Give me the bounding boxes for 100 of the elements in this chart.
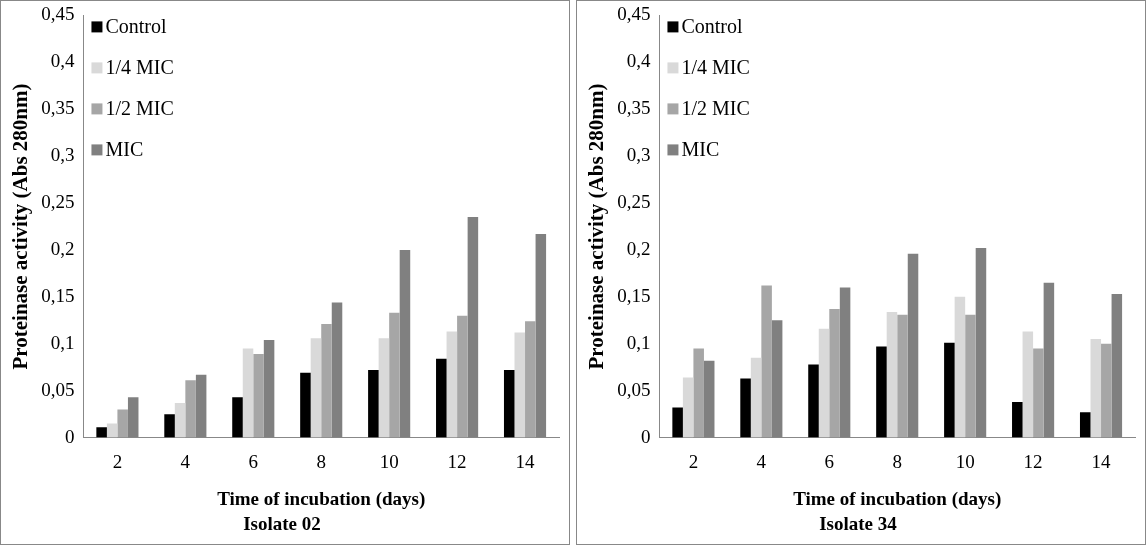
y-tick-label: 0,15 <box>41 284 75 306</box>
legend-label: Control <box>105 14 168 37</box>
y-tick-label: 0,25 <box>41 191 75 213</box>
x-tick-label: 10 <box>379 450 399 472</box>
bar <box>164 414 175 438</box>
bar <box>965 314 976 438</box>
bar <box>242 348 254 438</box>
bar <box>467 217 479 438</box>
x-tick-label: 6 <box>824 450 835 472</box>
bar <box>771 320 783 438</box>
y-tick-label: 0,4 <box>50 50 75 72</box>
bar <box>750 357 762 438</box>
bar <box>808 364 819 438</box>
bar <box>954 296 966 438</box>
bar <box>185 380 196 438</box>
x-tick-label: 10 <box>955 450 975 472</box>
bar <box>829 309 840 438</box>
x-tick-label: 6 <box>248 450 259 472</box>
bar <box>897 314 908 438</box>
y-tick-label: 0,4 <box>626 50 651 72</box>
bar <box>174 402 186 438</box>
y-tick-label: 0,3 <box>50 144 75 166</box>
y-tick-label: 0,35 <box>41 97 75 119</box>
y-tick-label: 0 <box>64 425 75 447</box>
bar <box>503 370 515 438</box>
bar <box>525 321 536 438</box>
bar <box>672 407 683 438</box>
bar <box>1079 412 1091 438</box>
y-axis-title: Proteinase activity (Abs 280nm) <box>8 83 33 370</box>
x-axis-title: Time of incubation (days) <box>793 487 1002 510</box>
y-tick-label: 0,2 <box>626 237 651 259</box>
bar <box>96 427 107 438</box>
bar <box>446 331 458 438</box>
bar <box>740 378 751 438</box>
bar <box>944 342 955 438</box>
x-tick-label: 4 <box>756 450 767 472</box>
bar <box>263 340 275 438</box>
bar <box>761 285 772 438</box>
y-tick-label: 0,1 <box>626 331 651 353</box>
bar <box>232 397 243 438</box>
bar <box>876 346 887 438</box>
bar <box>1090 339 1102 438</box>
y-axis-title: Proteinase activity (Abs 280nm) <box>584 83 609 370</box>
legend-label: 1/2 MIC <box>681 96 750 119</box>
bar <box>436 358 447 438</box>
bar <box>1012 401 1023 438</box>
x-tick-label: 8 <box>316 450 326 472</box>
text: Isolate 02 <box>243 512 321 534</box>
bar <box>1111 294 1123 438</box>
y-tick-label: 0,45 <box>41 3 75 25</box>
y-tick-label: 0,35 <box>617 97 651 119</box>
x-tick-label: 2 <box>688 450 699 472</box>
bar <box>321 324 332 438</box>
y-tick-label: 0,05 <box>41 378 75 400</box>
legend-label: MIC <box>681 137 720 160</box>
bar <box>127 397 139 438</box>
bar <box>195 374 207 438</box>
y-tick-label: 0 <box>640 425 651 447</box>
bar <box>818 328 830 438</box>
bar <box>886 311 898 438</box>
legend-label: 1/4 MIC <box>681 55 750 78</box>
y-tick-label: 0,2 <box>50 237 75 259</box>
bar <box>389 312 400 438</box>
bar <box>1022 331 1034 438</box>
y-tick-label: 0,05 <box>617 378 651 400</box>
bar <box>457 315 468 438</box>
y-tick-label: 0,15 <box>617 284 651 306</box>
bar <box>693 348 704 438</box>
y-tick-label: 0,3 <box>626 144 651 166</box>
bar <box>331 302 343 438</box>
bar <box>1101 343 1112 438</box>
y-tick-label: 0,1 <box>50 331 75 353</box>
x-tick-label: 14 <box>1091 450 1112 472</box>
bar <box>514 332 526 438</box>
legend-label: 1/4 MIC <box>105 55 174 78</box>
x-axis-title: Time of incubation (days) <box>217 487 426 510</box>
bar <box>907 253 919 438</box>
text: Isolate 34 <box>819 512 898 534</box>
bar <box>310 338 322 438</box>
bar <box>1043 282 1055 438</box>
x-tick-label: 8 <box>892 450 902 472</box>
x-tick-label: 12 <box>447 450 467 472</box>
x-tick-label: 14 <box>515 450 536 472</box>
bar <box>839 287 851 438</box>
y-tick-label: 0,25 <box>617 191 651 213</box>
y-tick-label: 0,45 <box>617 3 651 25</box>
legend-label: 1/2 MIC <box>105 96 174 119</box>
bar <box>368 370 379 438</box>
bar <box>117 409 128 438</box>
x-tick-label: 4 <box>180 450 191 472</box>
bar <box>378 338 390 438</box>
bar <box>535 234 547 438</box>
bar <box>300 372 311 438</box>
bar <box>1033 348 1044 438</box>
bar <box>399 249 411 438</box>
bar <box>975 248 987 438</box>
bar <box>253 354 264 438</box>
bar <box>682 377 694 438</box>
x-tick-label: 12 <box>1023 450 1043 472</box>
legend-label: MIC <box>105 137 144 160</box>
